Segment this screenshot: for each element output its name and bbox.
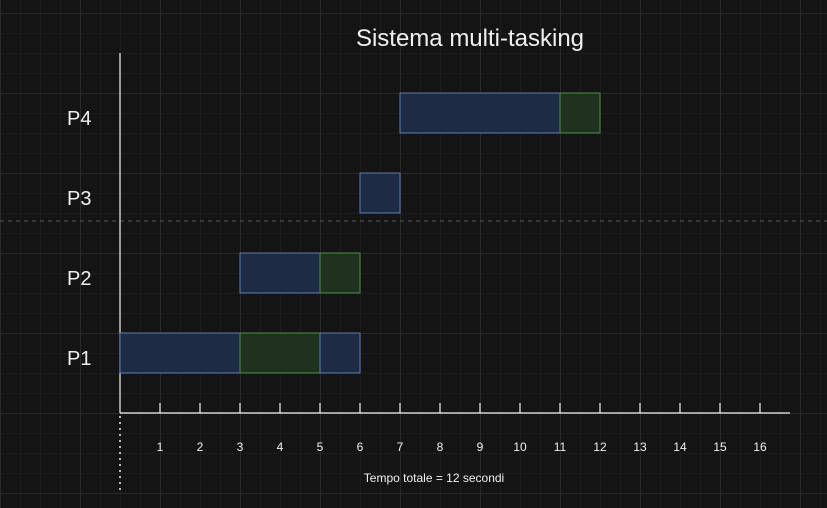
x-tick-label-16: 16 <box>753 440 767 454</box>
total-time-caption: Tempo totale = 12 secondi <box>363 471 505 485</box>
process-label-p2: P2 <box>67 268 92 290</box>
gantt-bars <box>119 92 601 374</box>
segment-p1-cpu-2 <box>319 332 361 374</box>
x-tick-label-4: 4 <box>276 440 284 454</box>
x-tick-label-8: 8 <box>436 440 444 454</box>
x-tick-label-10: 10 <box>513 440 527 454</box>
x-tick-label-13: 13 <box>633 440 647 454</box>
x-tick-label-6: 6 <box>356 440 364 454</box>
x-axis-ticks <box>159 403 761 413</box>
segment-p1-io-1 <box>239 332 321 374</box>
x-tick-label-11: 11 <box>553 440 567 454</box>
x-tick-label-3: 3 <box>236 440 244 454</box>
x-tick-label-5: 5 <box>316 440 324 454</box>
x-tick-label-9: 9 <box>476 440 484 454</box>
x-tick-label-1: 1 <box>156 440 164 454</box>
process-label-p1: P1 <box>67 348 92 370</box>
x-tick-label-2: 2 <box>196 440 204 454</box>
x-tick-label-14: 14 <box>673 440 687 454</box>
x-tick-label-7: 7 <box>396 440 404 454</box>
segment-p3-cpu-5 <box>359 172 401 214</box>
process-label-p3: P3 <box>67 188 92 210</box>
x-tick-label-15: 15 <box>713 440 727 454</box>
segment-p4-io-7 <box>559 92 601 134</box>
diagram-title: Sistema multi-tasking <box>355 25 585 52</box>
segment-p2-io-4 <box>319 252 361 294</box>
process-label-p4: P4 <box>67 108 92 130</box>
segment-p2-cpu-3 <box>239 252 321 294</box>
segment-p1-cpu-0 <box>119 332 241 374</box>
segment-p4-cpu-6 <box>399 92 561 134</box>
x-tick-label-12: 12 <box>593 440 607 454</box>
